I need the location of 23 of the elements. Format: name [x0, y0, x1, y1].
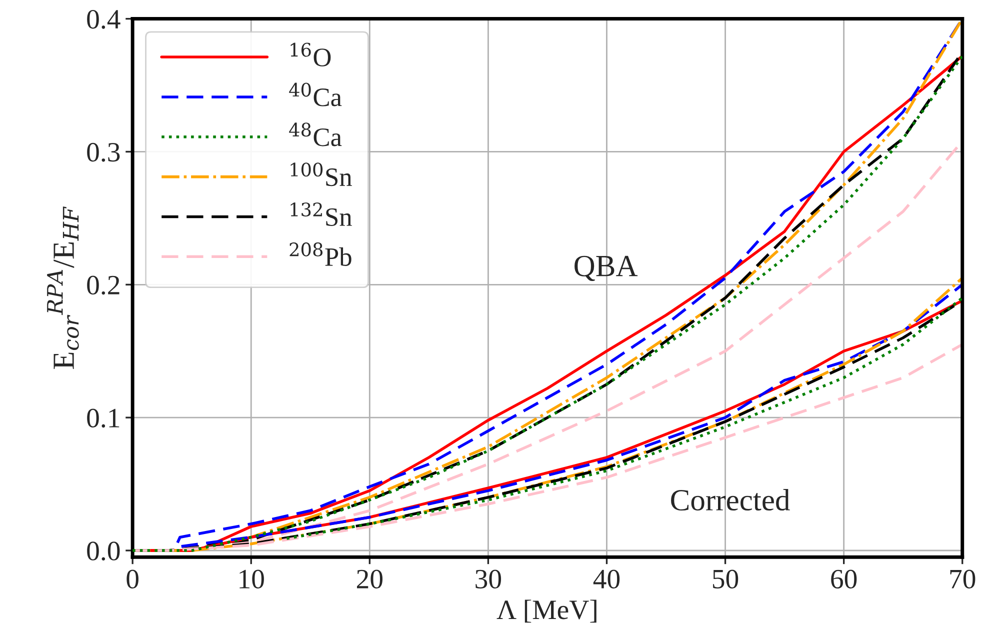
legend-label: $^{100}$Sn: [290, 162, 352, 186]
annotation: QBA: [574, 256, 638, 282]
x-tick-label: 70: [950, 570, 976, 588]
x-tick-label: 0: [126, 570, 138, 588]
annotation: Corrected: [671, 489, 790, 511]
legend-label: $^{48}$Ca: [289, 122, 342, 146]
x-tick-label: 60: [831, 570, 857, 588]
legend-label: $^{132}$Sn: [290, 202, 352, 226]
y-axis-title: E$_{cor}$$^{RPA}$/E$_{HF}$: [47, 206, 79, 369]
legend-label: $^{40}$Ca: [289, 82, 342, 106]
y-tick-label: 0.2: [87, 276, 120, 295]
x-tick-label: 30: [476, 570, 502, 588]
x-tick-label: 50: [713, 570, 738, 588]
y-tick-label: 0.4: [87, 10, 120, 29]
x-axis-title: Λ [MeV]: [496, 600, 596, 623]
x-tick-label: 20: [356, 570, 382, 588]
legend-label: $^{16}$O: [290, 42, 331, 66]
x-tick-label: 10: [240, 570, 264, 588]
y-tick-label: 0.3: [87, 142, 120, 162]
x-tick-label: 40: [593, 570, 620, 588]
y-tick-label: 0.1: [87, 408, 120, 428]
legend-label: $^{208}$Pb: [290, 242, 352, 266]
y-tick-label: 0.0: [87, 542, 120, 561]
